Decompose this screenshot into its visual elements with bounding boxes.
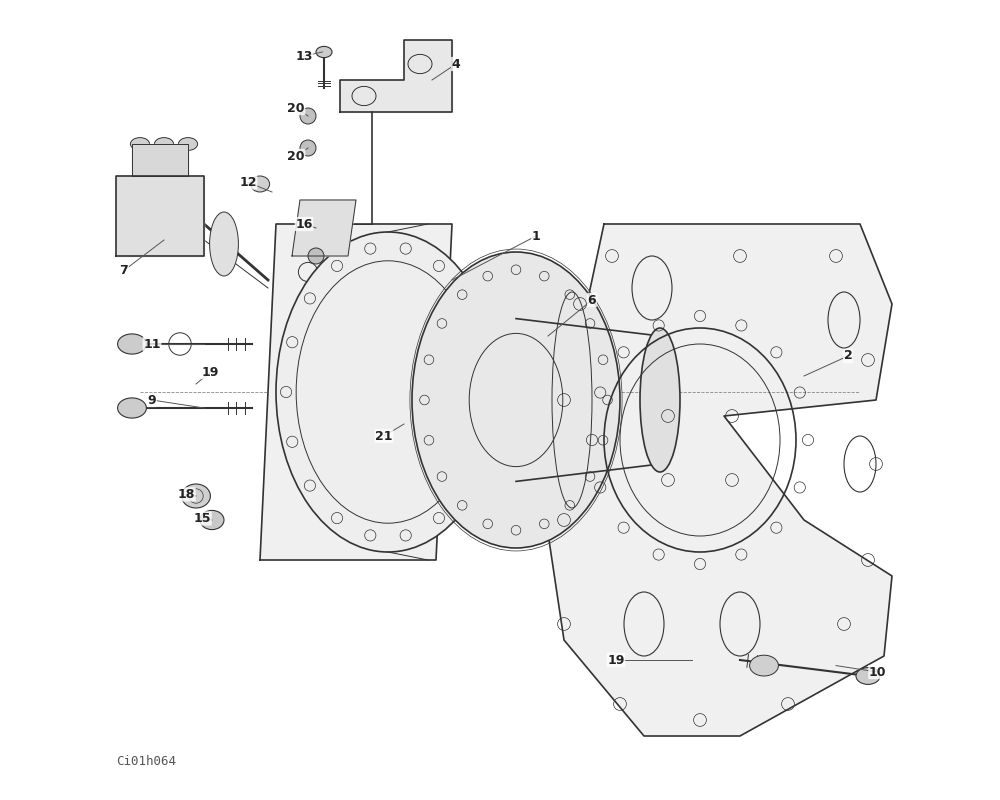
Text: 2: 2 bbox=[844, 350, 852, 362]
Text: 1: 1 bbox=[532, 230, 540, 242]
Text: 12: 12 bbox=[239, 176, 257, 189]
Polygon shape bbox=[116, 176, 204, 256]
Ellipse shape bbox=[154, 138, 174, 150]
Ellipse shape bbox=[130, 138, 150, 150]
Polygon shape bbox=[260, 224, 452, 560]
Ellipse shape bbox=[316, 46, 332, 58]
Text: 19: 19 bbox=[202, 366, 219, 378]
Text: Ci01h064: Ci01h064 bbox=[116, 755, 176, 768]
Ellipse shape bbox=[300, 108, 316, 124]
Ellipse shape bbox=[276, 232, 500, 552]
Text: 20: 20 bbox=[287, 102, 305, 114]
Ellipse shape bbox=[178, 138, 198, 150]
Text: 21: 21 bbox=[375, 430, 393, 442]
Polygon shape bbox=[292, 200, 356, 256]
Ellipse shape bbox=[200, 510, 224, 530]
Ellipse shape bbox=[300, 140, 316, 156]
Ellipse shape bbox=[750, 655, 778, 676]
Ellipse shape bbox=[308, 248, 324, 264]
Ellipse shape bbox=[856, 667, 880, 685]
Text: 7: 7 bbox=[120, 264, 128, 277]
Ellipse shape bbox=[640, 328, 680, 472]
Text: 6: 6 bbox=[588, 294, 596, 306]
Ellipse shape bbox=[118, 334, 146, 354]
Text: 20: 20 bbox=[287, 150, 305, 162]
Text: 13: 13 bbox=[295, 50, 313, 62]
Polygon shape bbox=[340, 40, 452, 112]
Ellipse shape bbox=[210, 212, 238, 276]
Text: 18: 18 bbox=[178, 488, 195, 501]
Text: 10: 10 bbox=[869, 666, 886, 678]
Text: 11: 11 bbox=[143, 338, 161, 350]
Ellipse shape bbox=[412, 252, 620, 548]
Text: 19: 19 bbox=[607, 654, 625, 666]
Text: 15: 15 bbox=[194, 512, 211, 525]
Text: 4: 4 bbox=[452, 58, 460, 70]
Text: 16: 16 bbox=[295, 218, 313, 230]
Ellipse shape bbox=[118, 398, 146, 418]
Polygon shape bbox=[540, 224, 892, 736]
Polygon shape bbox=[132, 144, 188, 176]
Ellipse shape bbox=[250, 176, 270, 192]
Text: 9: 9 bbox=[148, 394, 156, 406]
Ellipse shape bbox=[182, 484, 210, 508]
